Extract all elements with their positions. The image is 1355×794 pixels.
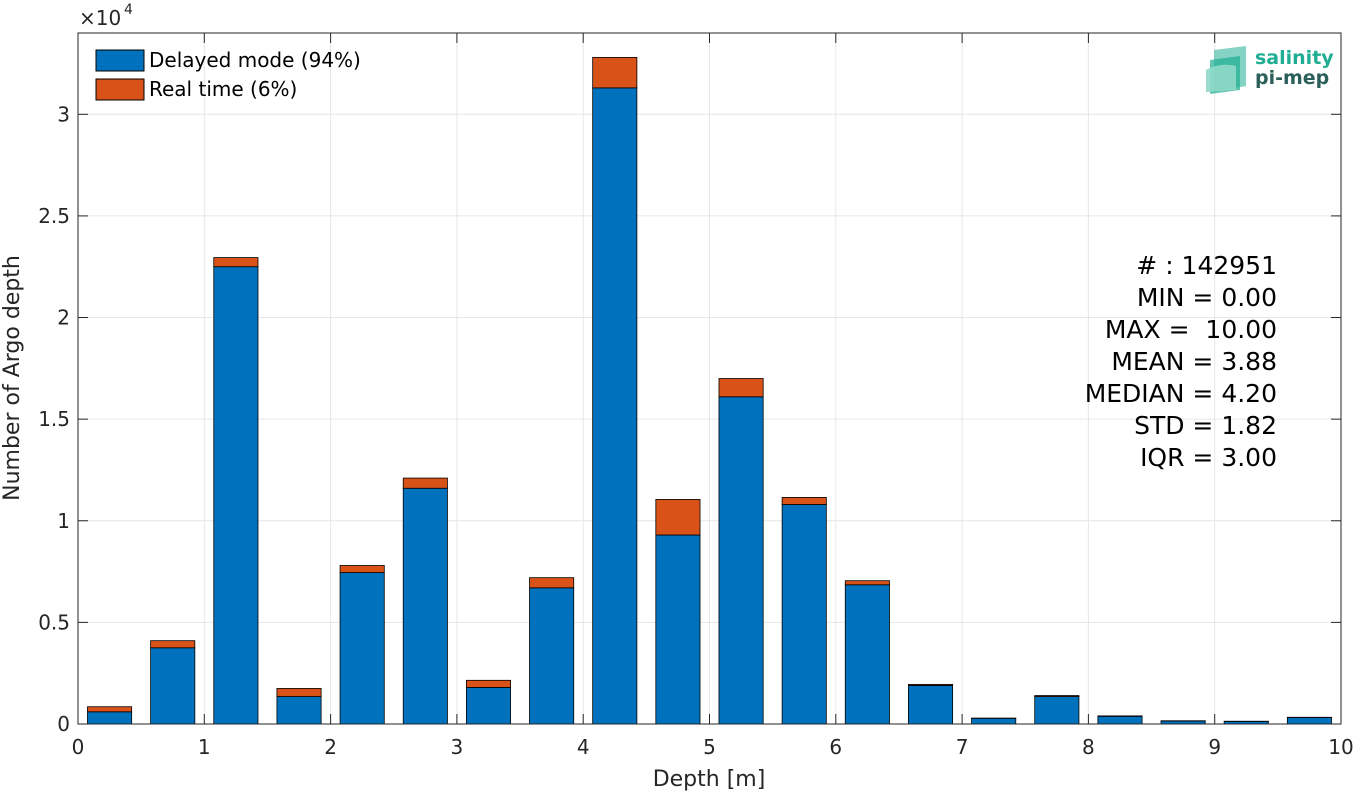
axis-ticks: 0 1 2 3 4 5 6 7 8 9 10 0 0.5 1 1.5 2 2.5 3 [38,33,1354,759]
bar-delayed-mode [276,696,322,725]
x-tick-label: 9 [1208,735,1221,759]
bar-real-time [213,257,259,268]
bar-delayed-mode [1286,717,1332,725]
stat-median: MEDIAN = 4.20 [1085,379,1277,408]
bar-delayed-mode [1097,715,1143,725]
bar-delayed-mode [592,87,638,725]
bar-delayed-mode [844,584,890,725]
bar-delayed-mode [718,396,764,725]
bars [87,56,1332,725]
stat-std: STD = 1.82 [1134,411,1277,440]
bar-delayed-mode [781,504,827,725]
stat-min: MIN = 0.00 [1137,283,1277,312]
bar-real-time [339,565,385,573]
bar-real-time [592,56,638,89]
x-tick-label: 0 [72,735,85,759]
y-tick-label: 2 [57,306,70,330]
bar-delayed-mode [402,487,448,725]
legend-swatch-realtime [95,78,145,101]
x-tick-label: 6 [829,735,842,759]
logo-waves-icon [1206,46,1246,94]
x-tick-label: 4 [577,735,590,759]
bar-delayed-mode [529,587,575,725]
bar-delayed-mode [908,684,954,725]
x-tick-label: 2 [324,735,337,759]
bar-delayed-mode [655,534,701,725]
y-exponent: ×10 4 [79,2,133,30]
bar-delayed-mode [971,717,1017,725]
x-axis-title: Depth [m] [653,767,766,792]
stat-count: # : 142951 [1136,251,1277,280]
stats-box: # : 142951 MIN = 0.00 MAX = 10.00 MEAN =… [1085,251,1277,472]
y-tick-label: 1.5 [38,407,70,431]
stat-iqr: IQR = 3.00 [1140,443,1277,472]
y-tick-label: 1 [57,509,70,533]
stat-mean: MEAN = 3.88 [1111,347,1277,376]
bar-real-time [402,477,448,489]
bar-real-time [465,679,511,688]
bar-real-time [150,640,196,649]
bar-real-time [908,683,954,686]
x-tick-label: 7 [956,735,969,759]
bar-real-time [781,496,827,505]
bar-delayed-mode [465,687,511,725]
legend: Delayed mode (94%) Real time (6%) [95,48,361,101]
bar-delayed-mode [87,711,133,725]
bar-delayed-mode [213,266,259,725]
x-tick-label: 5 [703,735,716,759]
y-exponent-power: 4 [124,2,133,18]
bar-delayed-mode [339,572,385,725]
bar-real-time [844,580,890,586]
bar-real-time [276,688,322,697]
salinity-pimep-logo: salinity pi-mep [1206,46,1334,94]
logo-text-pimep: pi-mep [1255,67,1329,89]
legend-label-delayed: Delayed mode (94%) [149,48,361,72]
x-tick-label: 3 [451,735,464,759]
y-axis-title: Number of Argo depth [0,255,25,501]
bar-delayed-mode [1034,696,1080,725]
legend-swatch-delayed [95,49,145,72]
bar-delayed-mode [150,647,196,725]
bar-real-time [655,499,701,536]
x-tick-label: 10 [1328,735,1353,759]
stat-max: MAX = 10.00 [1105,315,1277,344]
x-tick-label: 1 [198,735,211,759]
y-tick-label: 3 [57,102,70,126]
bar-real-time [718,378,764,398]
y-tick-label: 0.5 [38,610,70,634]
y-exponent-base: ×10 [79,6,121,30]
y-tick-label: 2.5 [38,204,70,228]
x-tick-label: 8 [1082,735,1095,759]
logo-text-salinity: salinity [1255,47,1334,69]
bar-real-time [1034,695,1080,697]
legend-label-realtime: Real time (6%) [149,77,297,101]
bar-real-time [87,706,133,713]
y-tick-label: 0 [57,712,70,736]
bar-real-time [529,577,575,589]
